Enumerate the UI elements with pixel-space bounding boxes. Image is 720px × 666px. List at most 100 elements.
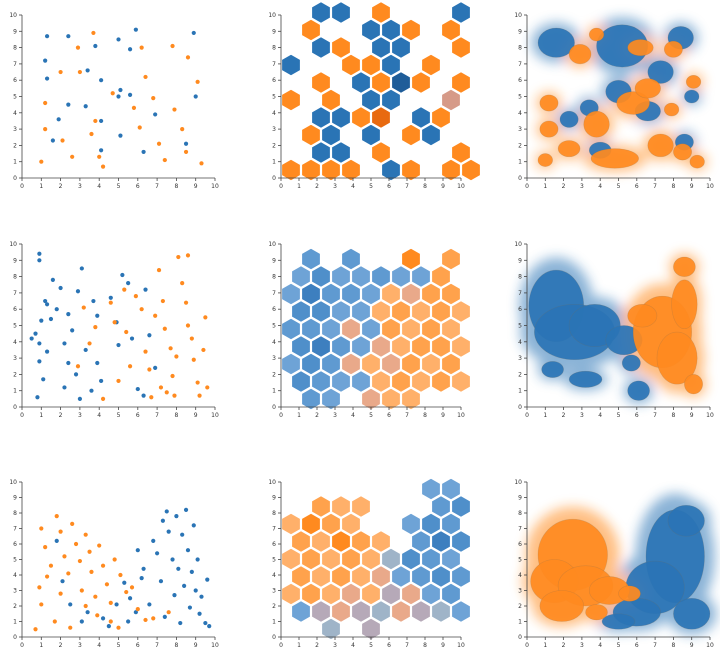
scatter-point bbox=[141, 393, 146, 398]
x-tick-label: 7 bbox=[155, 412, 159, 419]
hexbin bbox=[381, 88, 401, 112]
scatter-point bbox=[83, 104, 88, 109]
x-tick-label: 7 bbox=[653, 412, 657, 419]
hexbin bbox=[431, 370, 451, 393]
y-tick-label: 2 bbox=[13, 371, 17, 378]
x-tick-label: 2 bbox=[562, 642, 566, 649]
y-tick-label: 4 bbox=[272, 110, 276, 117]
scatter-point bbox=[37, 359, 42, 364]
scatter-point bbox=[58, 591, 63, 596]
x-tick-label: 7 bbox=[653, 642, 657, 649]
x-tick-label: 4 bbox=[97, 642, 101, 649]
y-tick-label: 3 bbox=[13, 126, 17, 133]
x-tick-label: 7 bbox=[405, 412, 409, 419]
scatter-point bbox=[147, 333, 152, 338]
scatter-point bbox=[191, 30, 196, 36]
hexbin bbox=[451, 141, 471, 164]
y-tick-label: 9 bbox=[13, 495, 17, 502]
x-tick-label: 9 bbox=[194, 642, 198, 649]
scatter-point bbox=[93, 594, 98, 599]
hexbin bbox=[451, 370, 471, 393]
x-tick-label: 9 bbox=[690, 412, 694, 419]
hexbin bbox=[371, 335, 391, 358]
hexbin bbox=[401, 547, 421, 571]
axes-7: 0 1 2 3 4 5 6 7 8 9 10 0 1 2 3 4 5 6 7 8 9 10 bbox=[9, 479, 219, 649]
hexbin bbox=[371, 71, 391, 94]
chart-panel-8: 0 1 2 3 4 5 6 7 8 9 10 0 1 2 3 4 5 6 7 8 9 10 bbox=[268, 477, 471, 649]
y-tick-label: 10 bbox=[268, 12, 276, 19]
scatter-point bbox=[185, 253, 191, 258]
hexbin bbox=[431, 335, 451, 358]
x-tick-label: 5 bbox=[117, 183, 121, 190]
hexbin bbox=[391, 265, 411, 288]
chart-panel-4: 0 1 2 3 4 5 6 7 8 9 10 0 1 2 3 4 5 6 7 8 9 10 bbox=[9, 241, 219, 419]
scatter-point bbox=[112, 320, 117, 325]
hexbin bbox=[431, 106, 451, 129]
scatter-point bbox=[195, 557, 200, 562]
hexbin bbox=[361, 18, 381, 42]
scatter-point bbox=[118, 133, 123, 138]
hexbin bbox=[321, 617, 341, 641]
scatter-point bbox=[180, 281, 185, 286]
hexbin bbox=[431, 530, 451, 553]
scatter-point bbox=[197, 393, 202, 398]
hexbin bbox=[451, 600, 471, 623]
scatter-point bbox=[85, 610, 90, 615]
y-tick-label: 3 bbox=[272, 126, 276, 133]
scatter-point bbox=[99, 378, 104, 384]
scatter-point bbox=[83, 347, 88, 353]
scatter-point bbox=[112, 557, 117, 562]
scatter-point bbox=[122, 287, 127, 292]
x-tick-label: 6 bbox=[387, 642, 391, 649]
hexbin bbox=[331, 106, 351, 129]
x-tick-label: 5 bbox=[369, 183, 373, 190]
scatter-point bbox=[79, 619, 84, 624]
x-tick-label: 4 bbox=[598, 642, 602, 649]
x-tick-label: 10 bbox=[211, 412, 219, 419]
hexbin bbox=[311, 600, 331, 623]
y-tick-label: 5 bbox=[518, 94, 522, 101]
x-tick-label: 1 bbox=[543, 642, 547, 649]
x-tick-label: 5 bbox=[617, 642, 621, 649]
hexbin bbox=[321, 317, 341, 341]
y-tick-label: 6 bbox=[13, 77, 17, 84]
scatter-point bbox=[43, 58, 48, 63]
hexbin bbox=[301, 123, 321, 147]
y-tick-label: 3 bbox=[518, 126, 522, 133]
y-tick-label: 8 bbox=[518, 274, 522, 281]
scatter-point bbox=[60, 579, 65, 584]
y-tick-label: 3 bbox=[518, 588, 522, 595]
hexbin bbox=[281, 352, 301, 376]
scatter-point bbox=[168, 346, 173, 351]
hexbin bbox=[301, 512, 321, 536]
hexbin bbox=[371, 141, 391, 164]
y-tick-label: 4 bbox=[272, 572, 276, 579]
scatter-point bbox=[160, 518, 165, 523]
x-tick-label: 1 bbox=[297, 412, 301, 419]
y-tick-label: 0 bbox=[13, 404, 17, 411]
scatter-point bbox=[108, 300, 113, 305]
density-contour bbox=[673, 143, 692, 161]
y-tick-label: 5 bbox=[518, 323, 522, 330]
y-tick-label: 2 bbox=[272, 371, 276, 378]
density-contour bbox=[673, 256, 696, 277]
hexbin bbox=[341, 53, 361, 77]
scatter-point bbox=[73, 541, 79, 547]
density-contour bbox=[559, 110, 579, 128]
y-tick-label: 8 bbox=[272, 274, 276, 281]
scatter-point bbox=[180, 532, 185, 537]
hexbin bbox=[401, 158, 421, 182]
hexbin bbox=[451, 335, 471, 358]
hexbin bbox=[321, 282, 341, 306]
x-tick-label: 2 bbox=[59, 642, 63, 649]
scatter-point bbox=[162, 157, 167, 163]
x-tick-label: 7 bbox=[155, 183, 159, 190]
hexbin bbox=[411, 335, 431, 358]
scatter-point bbox=[207, 624, 212, 629]
scatter-point bbox=[56, 117, 61, 122]
hexbin bbox=[371, 300, 391, 323]
scatter-point bbox=[83, 532, 88, 537]
x-tick-label: 8 bbox=[671, 412, 675, 419]
